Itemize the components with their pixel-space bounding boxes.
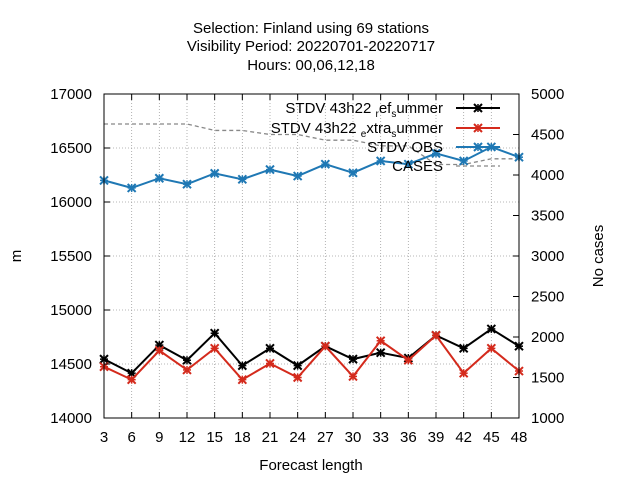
legend-marker-0 xyxy=(473,103,483,113)
series-0-point xyxy=(486,324,497,334)
series-2-point xyxy=(375,156,386,166)
series-line-2 xyxy=(103,145,520,190)
series-2-point xyxy=(209,168,220,179)
y2-tick-label: 3000 xyxy=(531,248,564,265)
series-2-point xyxy=(348,168,358,178)
y2-tick-label: 5000 xyxy=(531,86,564,103)
legend-label-0: STDV 43h22 refsummer xyxy=(285,100,443,120)
x-tick-label: 39 xyxy=(428,429,445,446)
x-tick-label: 27 xyxy=(317,429,334,446)
series-0-point xyxy=(292,360,303,371)
y-tick-label: 14500 xyxy=(50,356,92,373)
series-1-point xyxy=(486,343,497,354)
x-tick-label: 18 xyxy=(234,429,251,446)
series-2-point xyxy=(126,183,137,193)
legend-label-1: STDV 43h22 extrasummer xyxy=(271,120,443,140)
x-tick-label: 30 xyxy=(345,429,362,446)
series-1-point xyxy=(126,374,137,385)
ticks: 3 6 9 12 15 18 21 24 27 30 33 36 39 42 45 4814000145001… xyxy=(50,86,564,446)
series-line-1 xyxy=(103,333,520,381)
x-tick-label: 24 xyxy=(289,429,306,446)
x-axis-label: Forecast length xyxy=(259,457,362,474)
series-0-point xyxy=(458,343,469,354)
series-1-point xyxy=(154,345,165,356)
x-tick-label: 15 xyxy=(206,429,223,446)
chart-title: Selection: Finland using 69 stations Vis… xyxy=(187,20,435,74)
y2-tick-label: 3500 xyxy=(531,208,564,225)
y-tick-label: 15000 xyxy=(50,302,92,319)
y2-axis-label: No cases xyxy=(590,225,607,288)
series-group xyxy=(99,123,524,385)
x-tick-label: 3 xyxy=(100,429,108,446)
series-0-point xyxy=(375,347,386,358)
series-0-point xyxy=(209,328,220,338)
series-1-point xyxy=(403,355,414,365)
x-tick-label: 6 xyxy=(127,429,135,446)
y-axis-label: m xyxy=(8,250,25,263)
series-2-point xyxy=(403,159,414,169)
series-1-point xyxy=(320,341,331,351)
series-1-point xyxy=(348,371,358,382)
series-1-point xyxy=(265,358,275,369)
legend-label-3: CASES xyxy=(392,158,443,175)
series-2-point xyxy=(431,148,441,159)
y-tick-label: 17000 xyxy=(50,86,92,103)
legend-marker-1 xyxy=(473,123,483,133)
series-0-point xyxy=(237,360,248,371)
title-line-1: Selection: Finland using 69 stations xyxy=(193,20,429,37)
series-2-point xyxy=(154,173,165,183)
legend-marker-2 xyxy=(473,142,483,152)
series-0-point xyxy=(265,343,275,354)
x-tick-label: 33 xyxy=(372,429,389,446)
title-line-3: Hours: 00,06,12,18 xyxy=(247,57,375,74)
x-tick-label: 42 xyxy=(455,429,472,446)
series-1-point xyxy=(431,330,441,341)
x-tick-label: 36 xyxy=(400,429,417,446)
series-2-point xyxy=(237,174,248,185)
y2-tick-label: 2500 xyxy=(531,289,564,306)
y-tick-label: 15500 xyxy=(50,248,92,265)
y2-tick-label: 2000 xyxy=(531,329,564,346)
y2-tick-label: 1500 xyxy=(531,370,564,387)
y2-tick-label: 4000 xyxy=(531,167,564,184)
y-tick-label: 16500 xyxy=(50,140,92,157)
y2-tick-label: 4500 xyxy=(531,127,564,144)
series-2-point xyxy=(265,164,275,175)
y-tick-label: 14000 xyxy=(50,410,92,427)
series-line-0 xyxy=(103,327,520,375)
series-1-point xyxy=(182,365,192,375)
y-tick-label: 16000 xyxy=(50,194,92,211)
x-tick-label: 21 xyxy=(262,429,279,446)
series-2-point xyxy=(292,171,303,181)
legend-label-2: STDV OBS xyxy=(367,139,443,156)
series-0-point xyxy=(182,355,192,365)
series-2-point xyxy=(320,159,331,169)
x-tick-label: 9 xyxy=(155,429,163,446)
grid xyxy=(104,94,519,418)
series-1-point xyxy=(458,368,469,378)
series-1-point xyxy=(209,343,220,354)
y2-tick-label: 1000 xyxy=(531,410,564,427)
x-tick-label: 45 xyxy=(483,429,500,446)
series-2-point xyxy=(182,179,192,189)
series-line-3 xyxy=(104,123,519,166)
series-1-point xyxy=(292,372,303,383)
series-1-point xyxy=(237,374,248,385)
series-0-point xyxy=(348,354,358,364)
x-tick-label: 12 xyxy=(179,429,196,446)
series-2-point xyxy=(458,156,469,166)
title-line-2: Visibility Period: 20220701-20220717 xyxy=(187,38,435,55)
x-tick-label: 48 xyxy=(511,429,528,446)
series-1-point xyxy=(375,336,386,346)
